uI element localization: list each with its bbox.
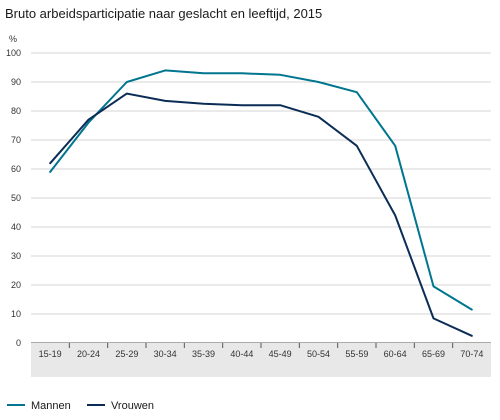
y-tick-label: 80 <box>11 106 21 116</box>
x-tick-label: 35-39 <box>192 349 215 359</box>
x-tick-label: 20-24 <box>77 349 100 359</box>
y-tick-label: 10 <box>11 309 21 319</box>
y-tick-label: 30 <box>11 251 21 261</box>
series-line-mannen <box>49 69 473 311</box>
series-line-vrouwen <box>49 92 473 337</box>
chart-title: Bruto arbeidsparticipatie naar geslacht … <box>5 6 322 21</box>
y-tick-label: 90 <box>11 77 21 87</box>
y-axis: 0 10 20 30 40 50 60 70 80 90 100 <box>6 48 21 348</box>
y-axis-unit: % <box>9 34 17 44</box>
y-tick-label: 70 <box>11 135 21 145</box>
x-axis-band <box>31 343 491 377</box>
x-axis: 15-19 20-24 25-29 30-34 35-39 40-44 45-49 50-54… <box>39 343 483 359</box>
y-tick-label: 50 <box>11 193 21 203</box>
x-tick-label: 15-19 <box>39 349 62 359</box>
y-tick-label: 0 <box>16 338 21 348</box>
x-tick-label: 55-59 <box>345 349 368 359</box>
legend: Mannen Vrouwen <box>7 400 154 412</box>
y-tick-label: 60 <box>11 164 21 174</box>
x-tick-label: 70-74 <box>460 349 483 359</box>
x-tick-label: 40-44 <box>230 349 253 359</box>
legend-label: Vrouwen <box>111 400 154 412</box>
x-tick-label: 60-64 <box>384 349 407 359</box>
y-tick-label: 20 <box>11 280 21 290</box>
x-tick-label: 45-49 <box>269 349 292 359</box>
series-lines <box>49 69 473 337</box>
legend-label: Mannen <box>31 400 71 412</box>
y-tick-label: 40 <box>11 222 21 232</box>
x-tick-label: 50-54 <box>307 349 330 359</box>
x-tick-label: 25-29 <box>115 349 138 359</box>
gridlines <box>31 52 491 344</box>
x-tick-label: 30-34 <box>154 349 177 359</box>
y-tick-label: 100 <box>6 48 21 58</box>
x-tick-label: 65-69 <box>422 349 445 359</box>
